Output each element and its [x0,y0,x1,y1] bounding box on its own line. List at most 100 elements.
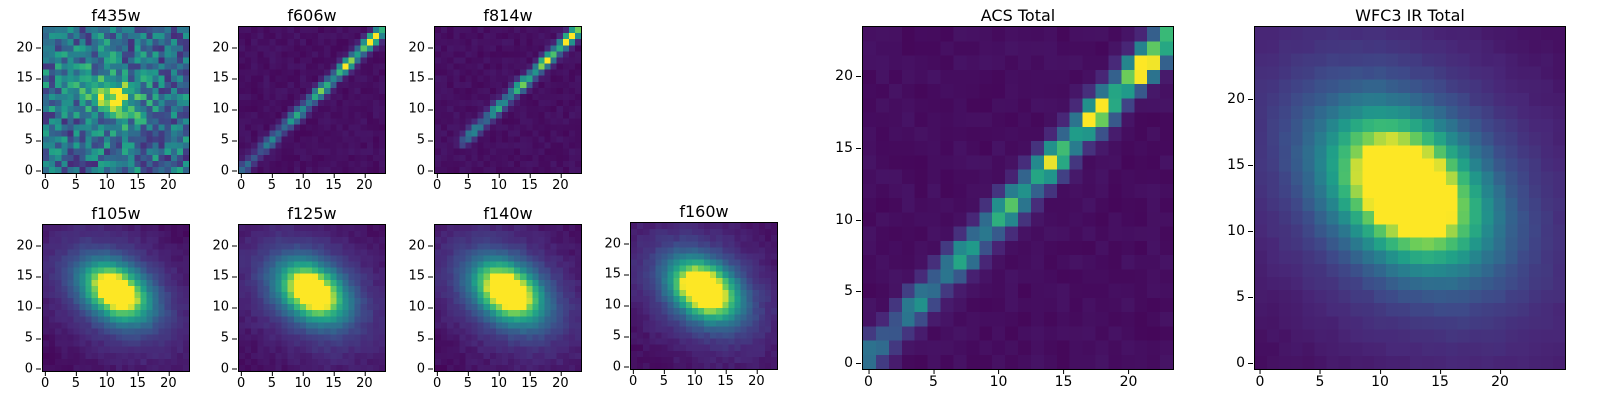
tick-label: 20 [552,371,569,391]
tick-label: 0 [236,371,246,391]
tick-label: 15 [521,371,538,391]
heatmap-f435w [43,27,189,173]
tick-label: 10 [294,371,312,391]
tick-label: 15 [325,371,342,391]
y-axis-labels: 0 5 10 15 20 [1214,26,1254,370]
tick-label: 0 [1236,355,1253,372]
tick-label: 10 [408,101,433,117]
tick-label: 20 [408,238,433,254]
panel-f435w: f435w 0 5 10 15 20 0 5 10 15 20 [8,6,190,192]
tick-label: 15 [129,173,146,193]
tick-label: 15 [1054,369,1073,390]
panel-title-f105w: f105w [91,204,141,223]
panel-title-acs-total: ACS Total [980,6,1056,25]
tick-label: 15 [1431,369,1449,390]
y-axis-labels: 0 5 10 15 20 [400,26,434,179]
tick-label: 5 [1315,369,1325,390]
plot-area [630,222,778,370]
tick-label: 10 [16,299,41,315]
tick-label: 10 [212,101,237,117]
tick-label: 10 [408,299,433,315]
tick-label: 20 [212,40,237,56]
tick-label: 5 [463,371,473,391]
panel-title-f814w: f814w [483,6,533,25]
tick-label: 15 [408,268,433,284]
tick-label: 0 [432,173,442,193]
tick-label: 5 [659,369,669,389]
tick-label: 5 [71,173,81,193]
y-axis-labels: 0 5 10 15 20 [8,26,42,179]
tick-label: 20 [16,238,41,254]
panel-title-wfc3-ir-total: WFC3 IR Total [1355,6,1465,25]
tick-label: 5 [416,132,434,148]
tick-label: 20 [356,371,373,391]
tick-label: 0 [24,163,42,179]
tick-label: 20 [1491,369,1509,390]
y-axis-labels: 0 5 10 15 20 [400,224,434,375]
column-3: f814w 0 5 10 15 20 0 5 10 15 20 f140w 0 5 10 15 20 0… [400,6,582,390]
panel-f140w: f140w 0 5 10 15 20 0 5 10 15 20 [400,204,582,390]
tick-label: 0 [40,173,50,193]
column-1: f435w 0 5 10 15 20 0 5 10 15 20 f105w 0 5 10 15 20 0… [8,6,190,390]
tick-label: 15 [408,70,433,86]
panel-title-f606w: f606w [287,6,337,25]
panel-f814w: f814w 0 5 10 15 20 0 5 10 15 20 [400,6,582,192]
heatmap-acs-total [863,27,1173,369]
x-axis-labels: 0 5 10 15 20 [41,371,190,391]
plot-area [434,224,582,372]
tick-label: 5 [1236,289,1253,306]
tick-label: 20 [160,371,177,391]
tick-label: 15 [604,266,629,282]
panel-f160w: f160w 0 5 10 15 20 0 5 10 15 20 [596,202,778,388]
plot-area [1254,26,1566,370]
heatmap-f606w [239,27,385,173]
x-axis-labels: 0 5 10 15 20 [432,173,582,193]
tick-label: 15 [212,268,237,284]
column-wfc3-total: WFC3 IR Total 0 5 10 15 20 0 5 10 15 20 [1214,6,1566,390]
tick-label: 0 [432,371,442,391]
tick-label: 0 [220,163,238,179]
panel-title-f125w: f125w [287,204,337,223]
tick-label: 15 [835,139,861,156]
tick-label: 5 [463,173,473,193]
tick-label: 20 [552,173,569,193]
tick-label: 20 [835,68,861,85]
tick-label: 10 [490,173,508,193]
panel-title-f140w: f140w [483,204,533,223]
tick-label: 20 [160,173,177,193]
tick-label: 15 [16,268,41,284]
tick-label: 10 [1371,369,1389,390]
tick-label: 15 [325,173,342,193]
tick-label: 0 [220,361,238,377]
heatmap-wfc3-ir-total [1255,27,1565,369]
tick-label: 10 [98,173,116,193]
tick-label: 10 [604,297,629,313]
column-2: f606w 0 5 10 15 20 0 5 10 15 20 f125w 0 5 10 15 20 0… [204,6,386,390]
x-axis-labels: 0 5 10 15 20 [236,173,386,193]
tick-label: 20 [212,238,237,254]
tick-label: 5 [24,132,42,148]
panel-title-f160w: f160w [679,202,729,221]
plot-area [42,26,190,174]
panel-wfc3-ir-total: WFC3 IR Total 0 5 10 15 20 0 5 10 15 20 [1214,6,1566,390]
y-axis-labels: 0 5 10 15 20 [204,26,238,179]
tick-label: 0 [628,369,638,389]
x-axis-labels: 0 5 10 15 20 [862,369,1174,390]
tick-label: 15 [1227,156,1253,173]
x-axis-labels: 0 5 10 15 20 [236,371,386,391]
x-axis-labels: 0 5 10 15 20 [40,173,190,193]
tick-label: 10 [1227,223,1253,240]
plot-area [434,26,582,174]
tick-label: 20 [604,236,629,252]
tick-label: 0 [236,173,246,193]
tick-label: 10 [212,299,237,315]
tick-label: 20 [16,40,41,56]
tick-label: 20 [1227,90,1253,107]
tick-label: 0 [612,359,630,375]
tick-label: 5 [612,328,630,344]
tick-label: 5 [416,330,434,346]
column-4: f160w 0 5 10 15 20 0 5 10 15 20 [596,6,778,388]
tick-label: 15 [717,369,734,389]
tick-label: 5 [267,371,277,391]
tick-label: 0 [416,163,434,179]
